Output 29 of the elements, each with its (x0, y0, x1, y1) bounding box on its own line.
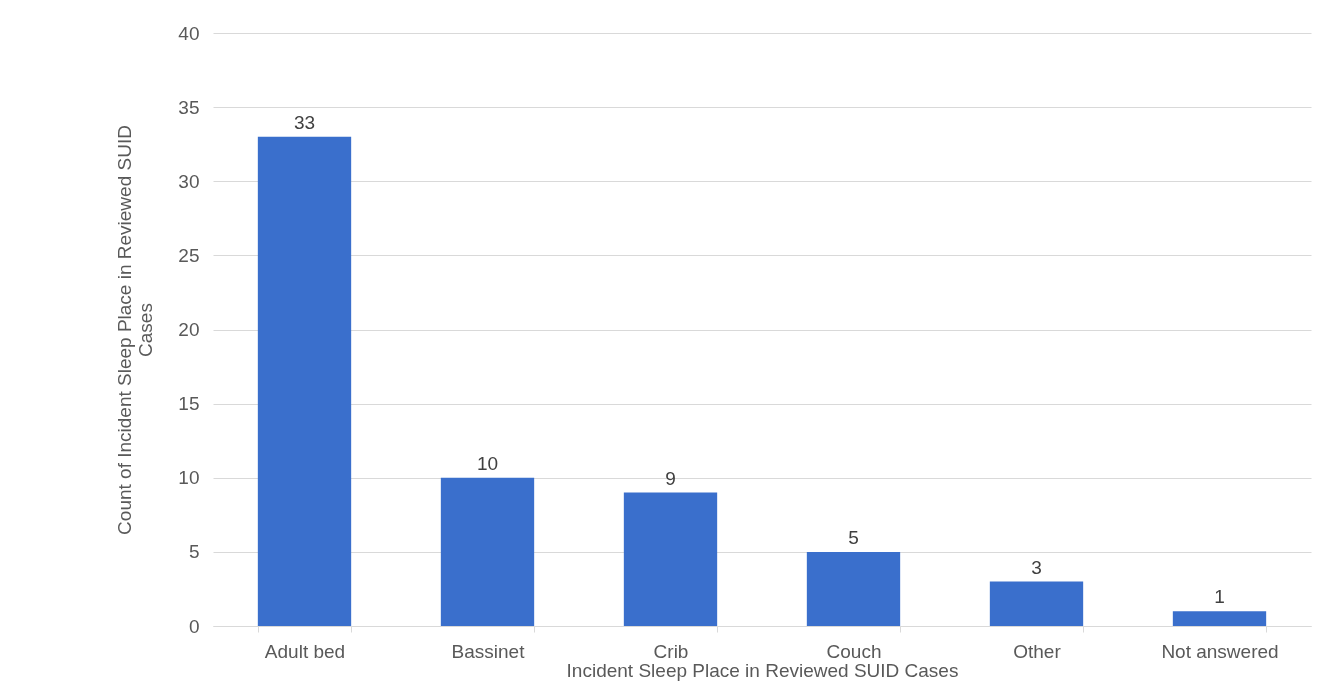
x-tick-label: Adult bed (264, 640, 346, 662)
y-tick-label: 10 (178, 467, 200, 489)
data-label: 5 (848, 526, 859, 548)
y-tick-label: 25 (178, 244, 200, 266)
data-label: 33 (293, 111, 316, 133)
y-tick-label: 35 (178, 96, 200, 118)
x-axis-title: Incident Sleep Place in Reviewed SUID Cases (566, 659, 959, 681)
data-label: 1 (1214, 586, 1225, 608)
data-label: 9 (665, 467, 676, 489)
x-tick-label: Couch (826, 640, 882, 662)
data-label: 10 (476, 452, 499, 474)
y-tick-label: 40 (178, 22, 200, 44)
bar (806, 551, 901, 626)
y-axis-title: Count of Incident Sleep Place in Reviewed SUID Cases (114, 125, 157, 535)
bar (1172, 611, 1267, 626)
bar (989, 581, 1084, 626)
x-tick-label: Bassinet (451, 640, 526, 662)
y-tick-label: 15 (178, 393, 200, 415)
y-tick-label: 5 (188, 541, 200, 563)
x-tick-label: Crib (653, 640, 689, 662)
x-tick-label: Not answered (1161, 640, 1279, 662)
data-label: 3 (1031, 556, 1042, 578)
y-tick-label: 0 (188, 615, 200, 637)
x-tick-label: Other (1013, 640, 1062, 662)
bar (623, 492, 718, 626)
y-tick-label: 20 (178, 319, 200, 340)
y-tick-label: 30 (178, 170, 200, 192)
bar (440, 477, 535, 626)
bar (257, 136, 352, 626)
